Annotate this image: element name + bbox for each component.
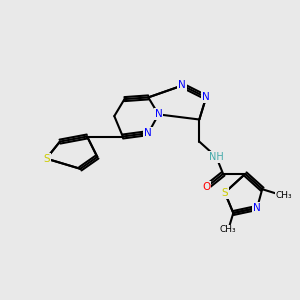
- Text: N: N: [144, 128, 152, 138]
- Text: NH: NH: [209, 152, 224, 162]
- Text: S: S: [43, 154, 50, 164]
- Text: N: N: [154, 110, 162, 119]
- Text: CH₃: CH₃: [276, 191, 292, 200]
- Text: N: N: [178, 80, 186, 91]
- Text: S: S: [221, 188, 228, 198]
- Text: N: N: [202, 92, 210, 102]
- Text: O: O: [202, 182, 210, 193]
- Text: CH₃: CH₃: [220, 226, 236, 235]
- Text: N: N: [253, 203, 261, 213]
